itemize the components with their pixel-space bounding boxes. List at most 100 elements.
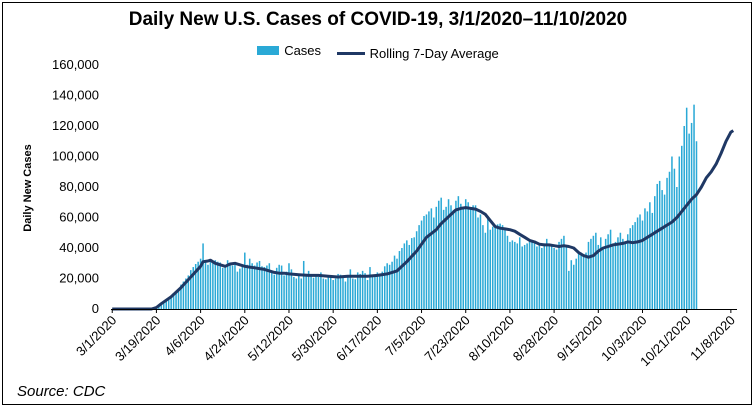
cases-bar [612, 246, 614, 309]
cases-bar [381, 271, 384, 309]
cases-bar [590, 238, 592, 309]
cases-bar [577, 251, 580, 309]
y-tick-label: 40,000 [59, 240, 99, 255]
cases-bar [352, 278, 354, 309]
cases-bar [187, 275, 190, 309]
cases-bar [607, 234, 609, 309]
cases-bar [266, 265, 268, 309]
cases-bar [231, 265, 234, 309]
y-axis-ticks: 0 20,000 40,000 60,000 80,000 100,000 120,000 1… [52, 57, 99, 316]
cases-bar [455, 200, 457, 309]
cases-bar [280, 265, 283, 309]
cases-bar [185, 278, 187, 309]
cases-bar [678, 156, 681, 309]
cases-bar [369, 267, 371, 309]
cases-bar [371, 275, 374, 309]
cases-bar [541, 248, 543, 309]
cases-bar [361, 270, 364, 309]
legend-item-cases: Cases [257, 43, 321, 58]
cases-bar [604, 238, 607, 309]
cases-bar [359, 273, 361, 309]
cases-bar [244, 252, 246, 309]
cases-bar [568, 270, 570, 309]
cases-bar [236, 271, 239, 309]
cases-bar [322, 278, 325, 309]
cases-bar [248, 258, 251, 309]
cases-bar [226, 260, 229, 309]
cases-bar [462, 208, 465, 309]
cases-bar [433, 217, 435, 309]
cases-bar [293, 276, 295, 309]
cases-bar [617, 237, 619, 309]
cases-bar [275, 267, 278, 309]
cases-bar [622, 238, 624, 309]
cases-bar [214, 260, 217, 309]
cases-bar [290, 269, 293, 309]
cases-bar [268, 263, 271, 309]
cases-bar [175, 291, 177, 309]
cases-bar [246, 264, 249, 309]
cases-bar [442, 209, 445, 309]
y-tick-label: 0 [92, 301, 99, 316]
cases-bar [327, 275, 330, 309]
cases-bar [315, 275, 317, 309]
cases-bar [523, 244, 526, 309]
cases-bar [300, 278, 303, 309]
cases-bar [509, 241, 511, 309]
cases-bar [597, 244, 600, 309]
cases-bar [572, 264, 575, 309]
x-tick-label: 8/10/2020 [466, 313, 518, 365]
cases-bar [646, 211, 649, 309]
cases-bar [342, 275, 344, 309]
legend-swatch-average [336, 52, 365, 55]
cases-bar [366, 280, 369, 309]
y-tick-label: 120,000 [52, 118, 99, 133]
cases-bar [543, 243, 546, 309]
cases-bar [624, 241, 627, 309]
cases-bar [634, 222, 636, 309]
cases-bar [364, 273, 366, 309]
cases-bar [690, 122, 693, 309]
cases-bar [440, 197, 442, 309]
cases-bar [472, 205, 474, 309]
cases-bar [229, 264, 231, 309]
cases-bar [479, 214, 482, 309]
y-tick-label: 80,000 [59, 179, 99, 194]
cases-bar [688, 133, 690, 309]
cases-bar [393, 255, 396, 309]
cases-bar [307, 270, 310, 309]
cases-bar [219, 262, 222, 309]
cases-bar [575, 258, 577, 309]
legend-swatch-cases [257, 46, 280, 55]
cases-bar [676, 187, 678, 309]
cases-bar [695, 141, 698, 309]
cases-bar [499, 223, 501, 309]
x-tick-label: 5/12/2020 [245, 313, 297, 365]
cases-bar [401, 248, 403, 309]
cases-bar [192, 267, 195, 309]
cases-bar [415, 231, 418, 309]
cases-bar [224, 266, 226, 309]
y-tick-label: 160,000 [52, 57, 99, 72]
cases-bar [204, 262, 207, 309]
cases-bar [339, 274, 342, 309]
cases-bar [310, 275, 312, 309]
cases-bar [452, 209, 455, 309]
cases-bar [344, 281, 347, 309]
cases-bar [391, 261, 393, 309]
x-tick-label: 4/24/2020 [200, 313, 252, 365]
cases-bar [516, 243, 519, 309]
cases-bar [693, 104, 695, 310]
cases-bar [685, 107, 688, 309]
y-axis-label-group: Daily New Cases [22, 144, 34, 231]
cases-bar [379, 273, 381, 309]
cases-bar [273, 274, 276, 309]
cases-bar [631, 225, 634, 309]
cases-bar [194, 264, 197, 309]
cases-bar [484, 232, 487, 309]
cases-bar [656, 183, 658, 309]
cases-bar [207, 264, 209, 309]
cases-bar [636, 217, 639, 309]
cases-bar [388, 264, 391, 309]
cases-bar [329, 276, 332, 309]
